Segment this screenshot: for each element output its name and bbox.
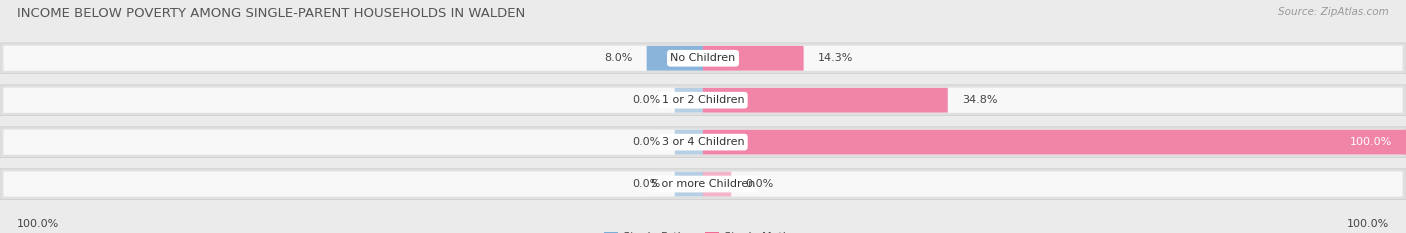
FancyBboxPatch shape [3, 46, 1403, 71]
Text: 100.0%: 100.0% [1347, 219, 1389, 229]
FancyBboxPatch shape [703, 172, 731, 196]
Text: 100.0%: 100.0% [17, 219, 59, 229]
FancyBboxPatch shape [675, 88, 703, 113]
Text: INCOME BELOW POVERTY AMONG SINGLE-PARENT HOUSEHOLDS IN WALDEN: INCOME BELOW POVERTY AMONG SINGLE-PARENT… [17, 7, 524, 20]
FancyBboxPatch shape [3, 171, 1403, 197]
FancyBboxPatch shape [0, 169, 1406, 199]
Text: 0.0%: 0.0% [633, 95, 661, 105]
Text: 0.0%: 0.0% [633, 179, 661, 189]
FancyBboxPatch shape [3, 130, 1403, 155]
Text: 1 or 2 Children: 1 or 2 Children [662, 95, 744, 105]
FancyBboxPatch shape [703, 88, 948, 113]
FancyBboxPatch shape [647, 46, 703, 71]
Text: 34.8%: 34.8% [962, 95, 997, 105]
FancyBboxPatch shape [675, 130, 703, 154]
FancyBboxPatch shape [675, 172, 703, 196]
Text: 100.0%: 100.0% [1350, 137, 1392, 147]
FancyBboxPatch shape [0, 127, 1406, 158]
FancyBboxPatch shape [0, 43, 1406, 74]
Text: 5 or more Children: 5 or more Children [651, 179, 755, 189]
Text: 14.3%: 14.3% [818, 53, 853, 63]
Text: 8.0%: 8.0% [605, 53, 633, 63]
FancyBboxPatch shape [0, 85, 1406, 116]
FancyBboxPatch shape [703, 46, 804, 71]
FancyBboxPatch shape [703, 130, 1406, 154]
Text: Source: ZipAtlas.com: Source: ZipAtlas.com [1278, 7, 1389, 17]
Legend: Single Father, Single Mother: Single Father, Single Mother [600, 227, 806, 233]
Text: 0.0%: 0.0% [745, 179, 773, 189]
Text: No Children: No Children [671, 53, 735, 63]
Text: 3 or 4 Children: 3 or 4 Children [662, 137, 744, 147]
FancyBboxPatch shape [3, 88, 1403, 113]
Text: 0.0%: 0.0% [633, 137, 661, 147]
